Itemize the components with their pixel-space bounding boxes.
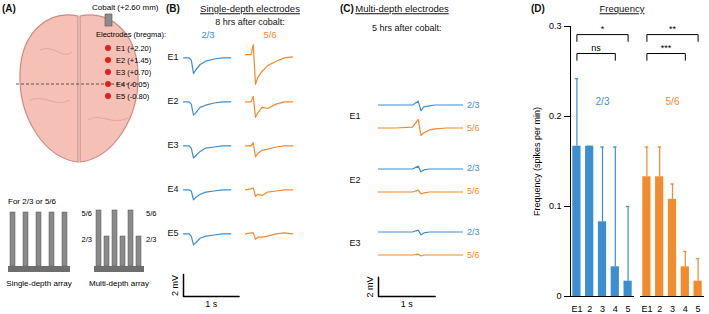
svg-text:0.1: 0.1 [549,201,562,211]
svg-text:**: ** [669,24,677,34]
html-text:5/6: 5/6 [467,122,480,132]
html-text:E2: E2 [349,174,361,184]
svg-text:Cobalt (+2.60 mm): Cobalt (+2.60 mm) [92,3,159,12]
svg-text:5/6: 5/6 [82,209,92,218]
svg-text:E4 (-0.05): E4 (-0.05) [116,80,150,89]
svg-text:Single-depth array: Single-depth array [6,279,71,288]
svg-text:0.2: 0.2 [549,111,562,121]
html-text:5/6: 5/6 [467,185,480,196]
html-text:(D): (D) [531,3,545,14]
svg-text:2/3: 2/3 [82,235,92,244]
html-text:2/3: 2/3 [201,29,215,41]
svg-text:3: 3 [600,304,605,314]
svg-text:5: 5 [696,304,701,314]
html-text:Multi-depth electrodes: Multi-depth electrodes [355,3,449,15]
svg-text:5/6: 5/6 [146,209,156,218]
svg-text:2/3: 2/3 [596,96,610,107]
svg-text:E1: E1 [641,304,652,314]
html-text:E3: E3 [167,139,179,150]
svg-text:Multi-depth array: Multi-depth array [89,279,149,288]
svg-text:***: *** [661,43,672,53]
html-text:5/6: 5/6 [467,249,480,259]
html-text:2/3: 2/3 [467,162,480,173]
html-text:E2: E2 [167,95,179,106]
svg-text:5/6: 5/6 [666,96,680,107]
html-text:2/3: 2/3 [467,99,480,109]
html-text:E1: E1 [167,51,179,62]
html-text:(B): (B) [166,3,180,14]
svg-text:3: 3 [670,304,675,314]
svg-text:4: 4 [683,304,688,314]
html-text:8 hrs after cobalt:: 8 hrs after cobalt: [215,16,285,27]
html-text:(A): (A) [2,3,16,14]
svg-text:1 s: 1 s [205,299,218,309]
html-text:(C): (C) [340,3,354,14]
html-text:E4: E4 [167,183,179,194]
svg-text:1 s: 1 s [401,299,414,309]
html-text:2/3: 2/3 [467,226,480,236]
svg-text:2 mV: 2 mV [365,276,375,297]
html-text:E1: E1 [349,110,361,121]
svg-text:For 2/3 or 5/6: For 2/3 or 5/6 [8,197,57,206]
svg-text:0: 0 [556,291,561,301]
html-text:E5: E5 [167,227,179,238]
html-text:Single-depth electrodes: Single-depth electrodes [200,3,300,15]
svg-text:2/3: 2/3 [146,235,156,244]
svg-text:E1 (+2.20): E1 (+2.20) [116,44,152,53]
svg-text:Frequency (spikes per min): Frequency (spikes per min) [532,107,542,216]
svg-text:E3 (+0.70): E3 (+0.70) [116,68,152,77]
svg-text:2 mV: 2 mV [170,275,180,296]
svg-text:E5 (-0.80): E5 (-0.80) [116,92,150,101]
svg-text:*: * [601,24,605,34]
svg-text:2: 2 [587,304,592,314]
html-text:5 hrs after cobalt:: 5 hrs after cobalt: [372,22,442,33]
svg-text:E1: E1 [571,304,582,314]
svg-text:ns: ns [591,43,601,53]
svg-text:Electrodes (bregma):: Electrodes (bregma): [96,30,166,39]
svg-text:2: 2 [657,304,662,314]
html-text:Frequency: Frequency [599,3,645,15]
svg-text:5: 5 [626,304,631,314]
svg-text:4: 4 [613,304,618,314]
svg-text:0.3: 0.3 [549,21,562,31]
html-text:E3: E3 [349,237,361,248]
html-text:5/6: 5/6 [263,29,277,41]
svg-text:E2 (+1.45): E2 (+1.45) [116,56,152,65]
